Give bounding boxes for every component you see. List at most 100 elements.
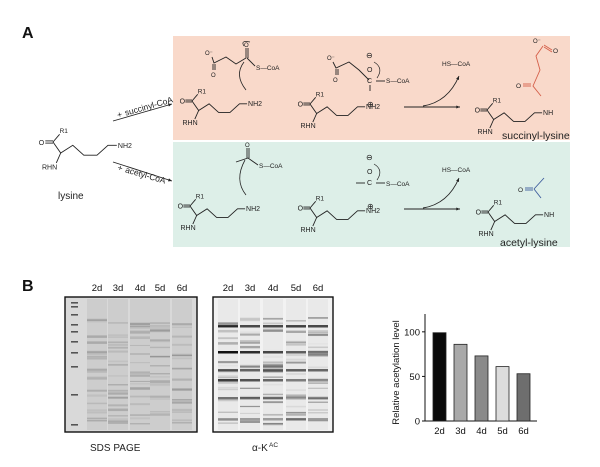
protein-band: [263, 329, 283, 332]
electron-arrow: [242, 41, 251, 47]
protein-band: [150, 398, 170, 400]
lane-label-2d: 2d: [92, 283, 103, 294]
succinyl-coa-reagent-label: + succinyl-CoA: [116, 94, 174, 120]
protein-band: [263, 379, 283, 382]
atom-label-o_minus: O⁻: [327, 56, 335, 62]
ladder-band: [71, 331, 78, 333]
protein-band: [240, 412, 260, 414]
protein-band: [308, 409, 328, 411]
protein-band: [308, 343, 328, 345]
protein-band: [286, 394, 306, 398]
protein-band: [286, 320, 306, 322]
protein-band: [130, 395, 150, 398]
panel-label-a: A: [22, 25, 34, 42]
ladder-band: [71, 302, 78, 304]
protein-band: [286, 330, 306, 333]
protein-band: [108, 404, 128, 407]
protein-band: [308, 418, 328, 421]
protein-band: [263, 422, 283, 426]
reaction-arrow: [112, 161, 173, 182]
arrowhead: [456, 76, 459, 80]
protein-band: [263, 322, 283, 325]
protein-band: [286, 418, 306, 421]
protein-band: [87, 335, 107, 338]
ladder-band: [71, 341, 78, 343]
atom-label-r1: R1: [198, 88, 207, 95]
atom-label-nh2: NH2: [366, 208, 380, 215]
protein-band: [150, 322, 170, 325]
protein-band: [240, 420, 260, 423]
protein-band: [87, 341, 107, 344]
protein-band: [87, 419, 107, 422]
bond: [532, 45, 544, 97]
lane-label-6d: 6d: [177, 283, 188, 294]
gel-panels: 2d 3d 4d 5d 6d 2d 3d 4d 5d 6d: [64, 283, 334, 433]
protein-band: [218, 386, 238, 389]
protein-band: [87, 377, 107, 379]
atom-label-o: O: [476, 209, 482, 216]
atom-label-r1: R1: [316, 195, 325, 202]
protein-band: [218, 381, 238, 384]
protein-band: [172, 378, 192, 381]
protein-band: [218, 397, 238, 400]
protein-band: [172, 355, 192, 357]
ladder-band: [71, 394, 78, 396]
protein-band: [108, 392, 128, 395]
protein-band: [150, 365, 170, 367]
protein-band: [172, 353, 192, 357]
protein-band: [286, 351, 306, 354]
western-blot-gel: [212, 296, 334, 433]
protein-band: [172, 421, 192, 424]
protein-band: [240, 319, 260, 322]
protein-band: [308, 382, 328, 384]
gel-lane: [308, 299, 328, 430]
reaction-scheme: O R1 RHN NH2 O R1 RHN NH2 O R1 RHN NH2 O R1 RHN NH O R1 RH…: [39, 39, 558, 238]
protein-band: [172, 354, 192, 356]
atom-label-o: O: [180, 98, 186, 105]
protein-band: [308, 401, 328, 403]
acetyl-lysine-label: acetyl-lysine: [500, 237, 558, 249]
plus-sign: +: [116, 162, 124, 173]
ladder-band: [71, 324, 78, 326]
protein-band: [172, 398, 192, 401]
atom-label-r1: R1: [196, 193, 205, 200]
protein-band: [150, 329, 170, 331]
atom-label-minus: ⊖: [366, 51, 373, 60]
atom-label-o: O: [39, 140, 45, 147]
protein-band: [286, 358, 306, 361]
protein-band: [108, 408, 128, 412]
atom-label-nh: NH: [543, 110, 553, 117]
protein-band: [286, 418, 306, 420]
protein-band: [308, 351, 328, 354]
atom-label-s_coa: S—CoA: [259, 163, 283, 170]
protein-band: [263, 325, 283, 328]
protein-band: [308, 354, 328, 357]
gel-lane: [286, 299, 306, 430]
atom-label-hs_coa: HS—CoA: [442, 167, 471, 174]
protein-band: [108, 415, 128, 417]
protein-band: [308, 317, 328, 319]
protein-band: [172, 402, 192, 404]
lane-label-6d: 6d: [313, 283, 324, 294]
protein-band: [87, 371, 107, 373]
bond: [194, 110, 200, 120]
protein-band: [108, 375, 128, 377]
protein-band: [240, 365, 260, 367]
protein-band: [263, 376, 283, 379]
protein-band: [218, 329, 238, 333]
atom-label-o: O: [333, 78, 338, 84]
protein-band: [308, 352, 328, 355]
atom-label-nh2: NH2: [118, 143, 132, 150]
protein-band: [87, 409, 107, 411]
atom-label-o: O: [367, 169, 373, 176]
atom-label-o: O: [245, 143, 250, 149]
ladder-band: [71, 314, 78, 316]
atom-label-o_minus: O⁻: [533, 39, 541, 45]
succinyl-lysine-label: succinyl-lysine: [502, 130, 570, 142]
protein-band: [130, 332, 150, 334]
atom-label-rhn: RHN: [301, 227, 316, 234]
lysine-label: lysine: [58, 191, 84, 202]
protein-band: [308, 334, 328, 337]
gel-lane: [87, 299, 107, 430]
protein-band: [87, 350, 107, 353]
